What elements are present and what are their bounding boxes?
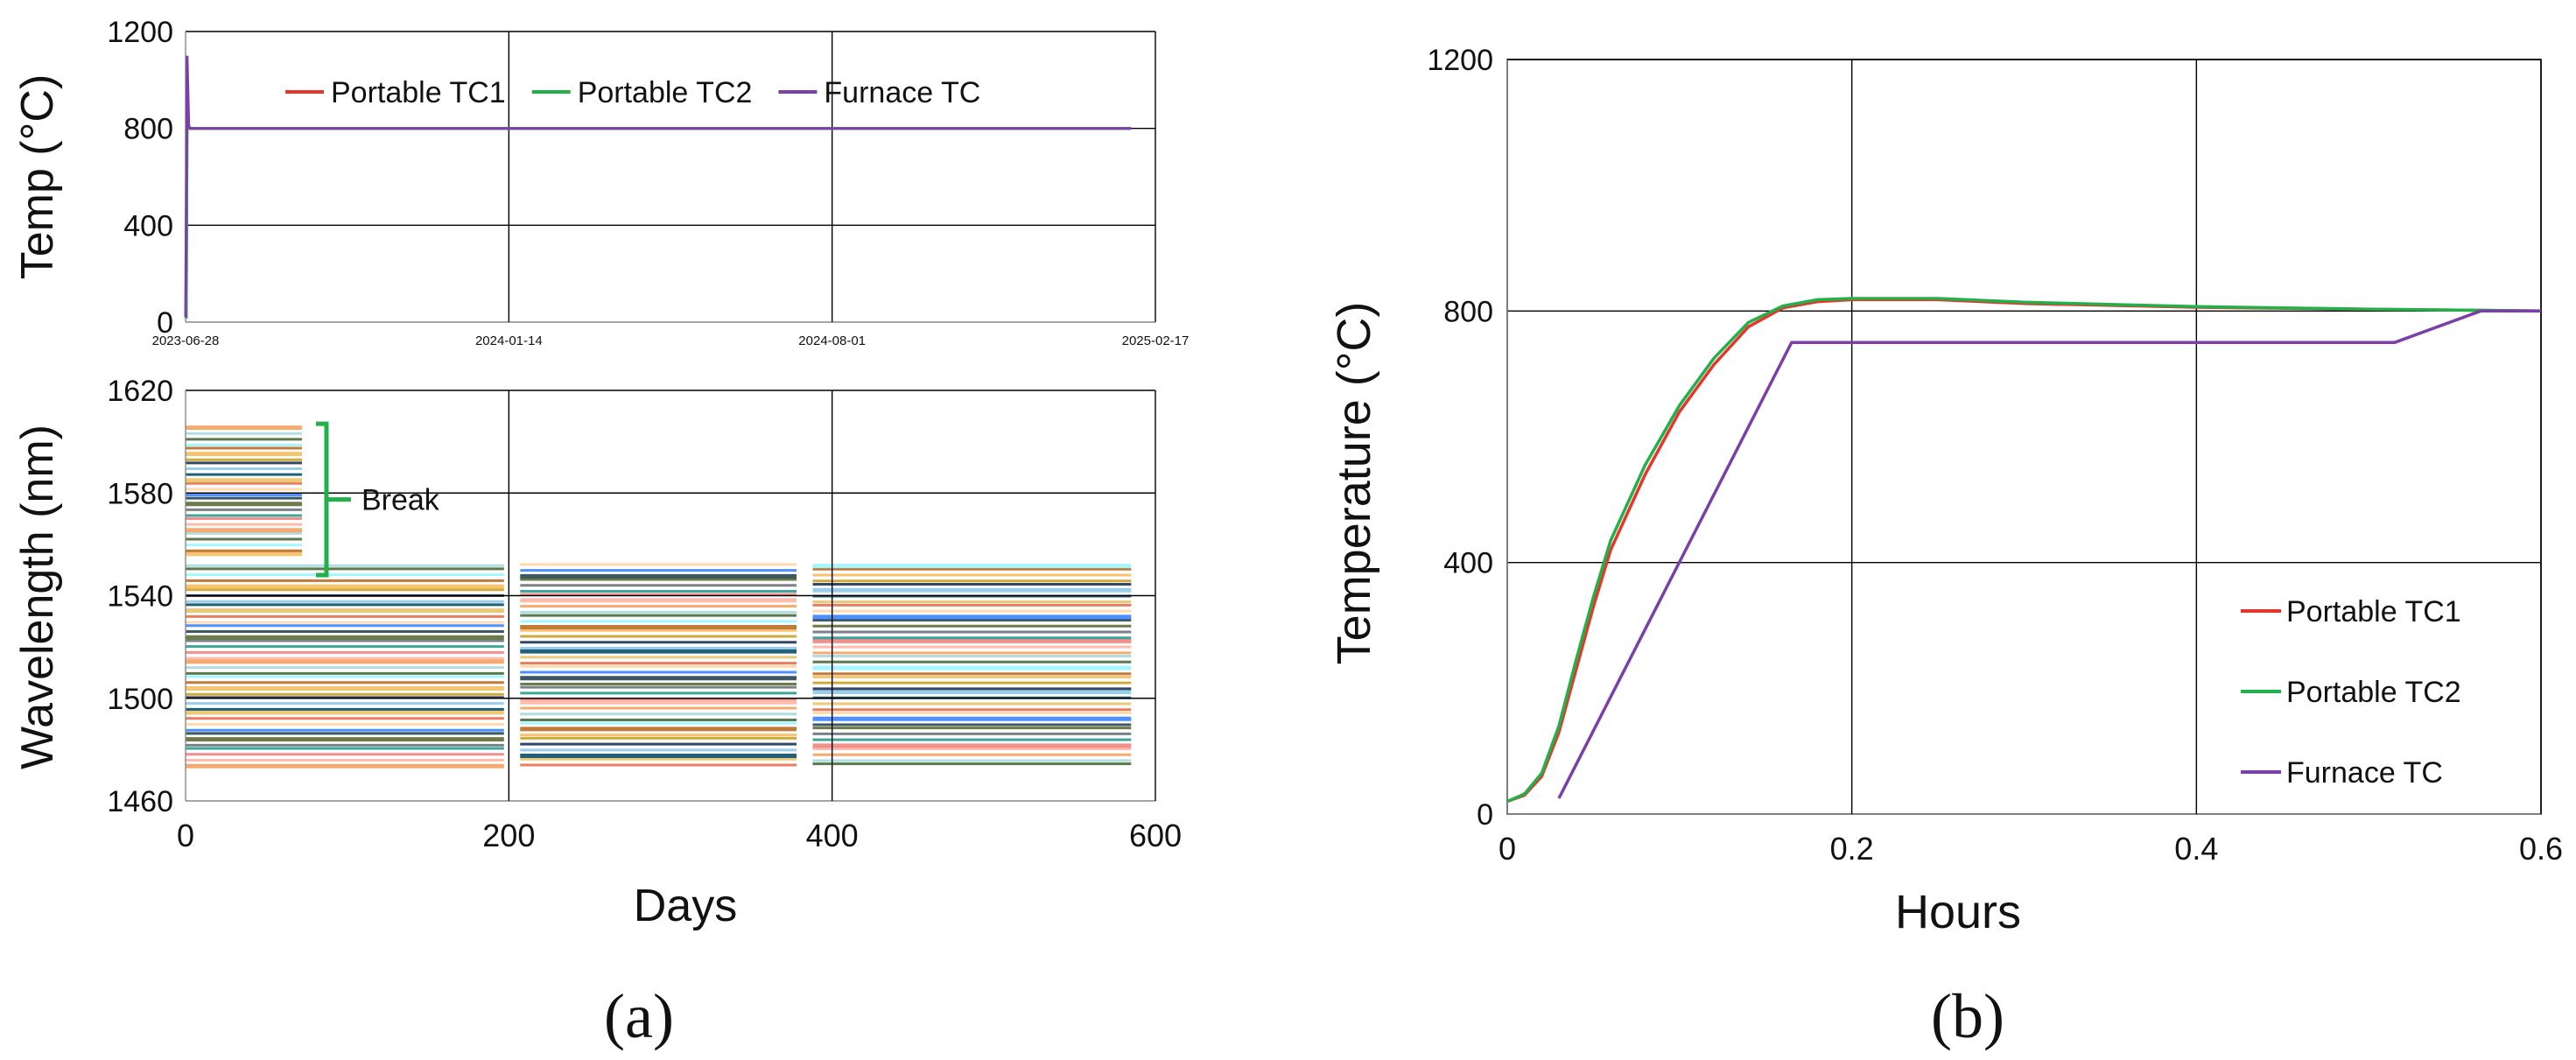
x-axis-label: Days (634, 881, 737, 931)
legend-entry-portable-tc1: Portable TC1 (2286, 595, 2461, 628)
series-line-furnace-tc (184, 55, 1132, 318)
x-tick-label: 0.2 (1830, 831, 1874, 867)
x-tick-labels: 0 200 400 600 (177, 818, 1182, 853)
wavelength-bands (186, 425, 1132, 769)
x-tick-label: 400 (806, 818, 859, 853)
date-tick-label: 2025-02-17 (1122, 333, 1190, 348)
series-line-portable-tc2 (1506, 297, 2542, 804)
grid-lines (185, 390, 1156, 802)
series-line-furnace-tc (1557, 309, 2541, 799)
y-tick-label: 1460 (107, 785, 173, 818)
x-tick-label: 0.4 (2174, 831, 2218, 867)
date-tick-label: 2024-08-01 (798, 333, 866, 348)
y-tick-label: 1580 (107, 477, 173, 510)
y-axis-label: Temperature (°C) (1328, 302, 1380, 665)
break-annotation: Break (315, 421, 440, 578)
break-label: Break (361, 484, 440, 517)
legend-entry-furnace-tc: Furnace TC (824, 76, 980, 109)
x-tick-label: 0.6 (2519, 831, 2563, 867)
y-tick-label: 1200 (107, 16, 173, 49)
x-tick-labels: 0 0.2 0.4 0.6 (1499, 831, 2563, 867)
y-axis-label: Wavelength (nm) (12, 425, 63, 769)
y-tick-labels: 0 400 800 1200 (1427, 44, 1493, 832)
series-line-portable-tc2 (185, 127, 1132, 319)
series-lines (1506, 297, 2542, 804)
panel-label-b: (b) (1931, 981, 2004, 1051)
y-axis-label: Temp (°C) (12, 74, 63, 280)
series-line-portable-tc1 (185, 127, 1132, 319)
date-tick-labels: 2023-06-28 2024-01-14 2024-08-01 2025-02-17 (152, 333, 1190, 348)
legend-entry-portable-tc2: Portable TC2 (578, 76, 753, 109)
series-lines (184, 55, 1132, 319)
y-tick-label: 0 (1477, 798, 1493, 832)
legend: Portable TC1 Portable TC2 Furnace TC (2241, 595, 2461, 790)
panel-a-bottom: Break 1460 1500 1540 1580 1620 0 200 400 600 Wa… (12, 375, 1182, 931)
grid-lines (185, 31, 1156, 323)
legend-entry-portable-tc2: Portable TC2 (2286, 676, 2461, 709)
break-bracket (315, 421, 351, 578)
legend-entry-furnace-tc: Furnace TC (2286, 756, 2443, 790)
y-tick-label: 1200 (1427, 44, 1493, 77)
y-tick-label: 0 (157, 306, 173, 340)
panel-label-a: (a) (604, 981, 674, 1051)
x-tick-label: 200 (482, 818, 535, 853)
y-tick-label: 1500 (107, 683, 173, 716)
y-tick-label: 400 (1443, 547, 1493, 580)
series-line-portable-tc1 (1506, 298, 2542, 804)
x-tick-label: 600 (1129, 818, 1182, 853)
x-tick-label: 0 (177, 818, 194, 853)
y-tick-labels: 0 400 800 1200 (107, 16, 173, 340)
date-tick-label: 2023-06-28 (152, 333, 220, 348)
x-tick-label: 0 (1499, 831, 1516, 867)
panel-a-top: 0 400 800 1200 2023-06-28 2024-01-14 2024-08-… (12, 16, 1189, 348)
legend: Portable TC1 Portable TC2 Furnace TC (285, 76, 980, 109)
date-tick-label: 2024-01-14 (475, 333, 543, 348)
y-tick-labels: 1460 1500 1540 1580 1620 (107, 375, 173, 818)
x-axis-label: Hours (1895, 886, 2021, 938)
legend-entry-portable-tc1: Portable TC1 (331, 76, 506, 109)
y-tick-label: 800 (123, 113, 173, 146)
y-tick-label: 400 (123, 209, 173, 242)
y-tick-label: 800 (1443, 295, 1493, 328)
y-tick-label: 1620 (107, 375, 173, 408)
y-tick-label: 1540 (107, 580, 173, 614)
